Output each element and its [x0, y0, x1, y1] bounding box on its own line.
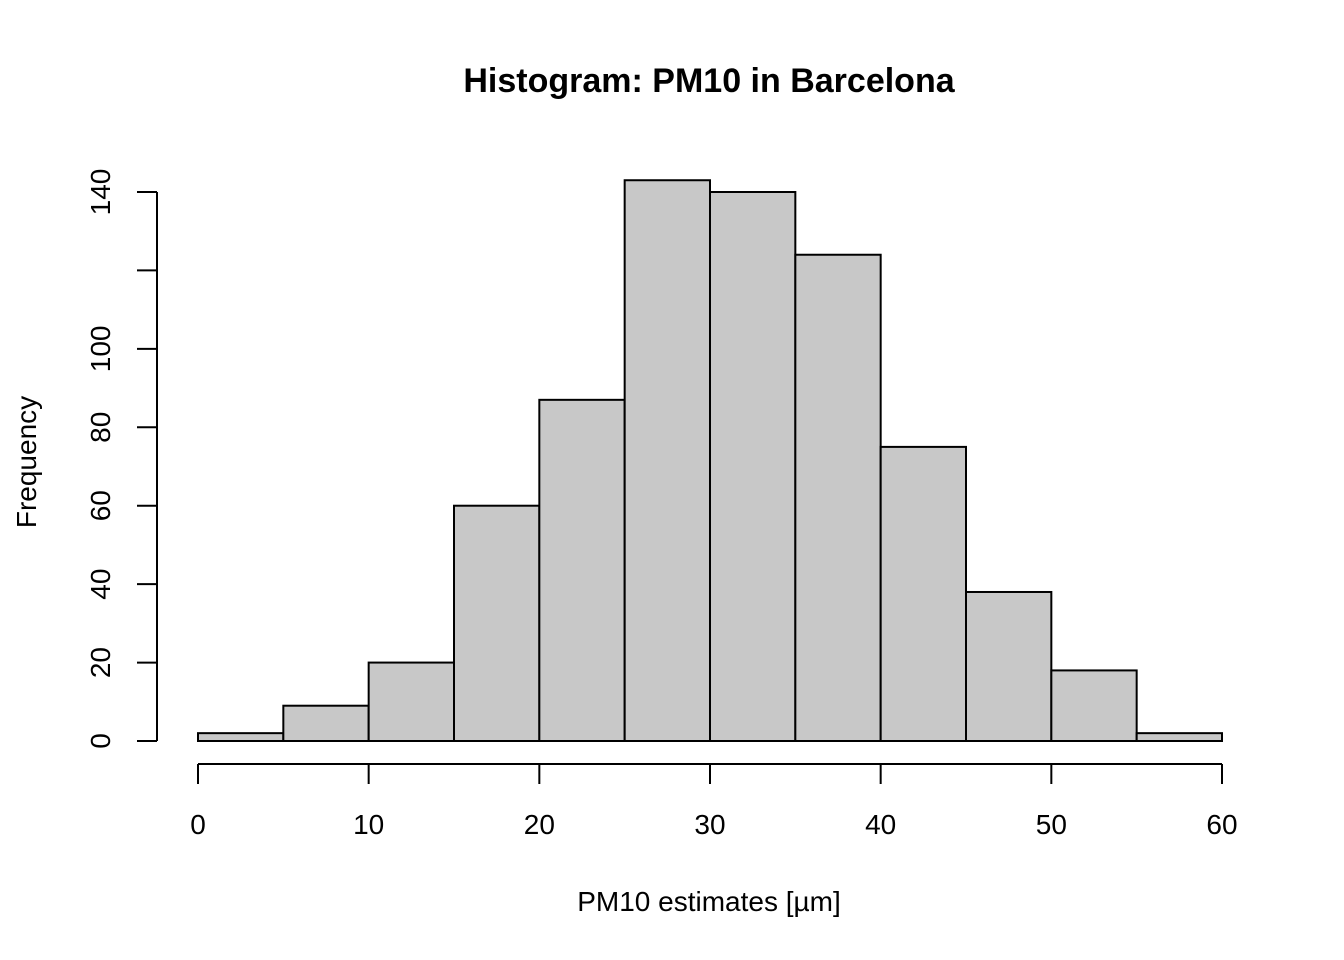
x-tick-label-1: 10: [353, 809, 384, 840]
y-tick-label-4: 80: [85, 412, 116, 443]
histogram-bar-8: [879, 445, 968, 742]
histogram-bar-4: [538, 398, 626, 742]
y-tick-label-7: 140: [85, 169, 116, 216]
x-tick-label-3: 30: [694, 809, 725, 840]
y-axis-label: Frequency: [11, 396, 42, 528]
y-tick-label-0: 0: [85, 733, 116, 749]
histogram-bar-1: [282, 704, 370, 743]
x-tick-label-2: 20: [524, 809, 555, 840]
histogram-bar-9: [965, 590, 1053, 742]
histogram-bar-2: [367, 661, 455, 742]
x-axis: 0 10 20 30 40 50 60: [190, 763, 1238, 840]
histogram-bar-5: [623, 179, 712, 742]
x-tick-label-6: 60: [1206, 809, 1237, 840]
x-tick-label-4: 40: [865, 809, 896, 840]
y-axis: 0 20 40 60 80 100 140: [85, 169, 158, 749]
y-tick-label-3: 60: [85, 490, 116, 521]
histogram-bar-11: [1135, 732, 1223, 743]
y-tick-label-2: 40: [85, 569, 116, 600]
histogram-bar-7: [794, 253, 882, 742]
x-axis-label: PM10 estimates [µm]: [577, 886, 841, 917]
x-tick-label-5: 50: [1036, 809, 1067, 840]
histogram-bar-10: [1050, 669, 1138, 743]
histogram-bar-6: [709, 191, 797, 742]
chart-title: Histogram: PM10 in Barcelona: [463, 62, 955, 100]
bars-group: [197, 179, 1223, 743]
histogram-bar-0: [197, 732, 285, 743]
histogram-bar-3: [453, 504, 541, 743]
y-tick-label-5: 100: [85, 325, 116, 372]
y-tick-label-1: 20: [85, 647, 116, 678]
x-tick-label-0: 0: [190, 809, 206, 840]
